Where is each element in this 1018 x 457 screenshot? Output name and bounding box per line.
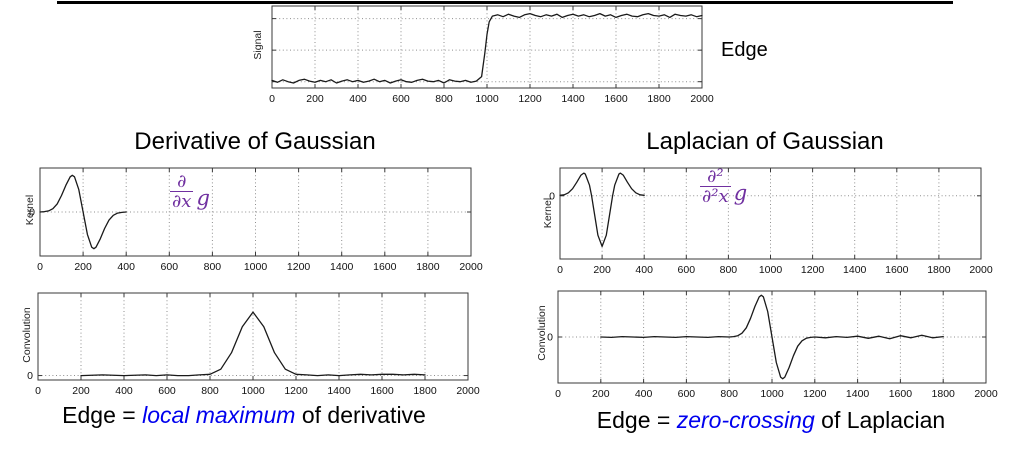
- log-caption: Edge = zero-crossing of Laplacian: [553, 407, 989, 434]
- svg-text:600: 600: [158, 385, 176, 397]
- svg-text:2000: 2000: [969, 264, 993, 276]
- signal-plot: 0 200 400 600 800 1000 1200 1400 1600 1800 2000: [250, 1, 728, 109]
- svg-text:600: 600: [678, 264, 696, 276]
- svg-text:1800: 1800: [927, 264, 951, 276]
- caption-prefix: Edge =: [596, 407, 677, 433]
- svg-text:400: 400: [349, 93, 367, 105]
- top-divider-rule: [57, 1, 953, 4]
- svg-text:1000: 1000: [241, 385, 265, 397]
- formula-g: g: [196, 185, 210, 210]
- caption-suffix: of Laplacian: [814, 407, 946, 433]
- svg-text:600: 600: [392, 93, 410, 105]
- svg-text:0: 0: [35, 385, 41, 397]
- kernel_log-svg: 0 200 400 600 800 1000 1200 1400 1600 1800 2000 0: [549, 167, 993, 276]
- svg-text:1000: 1000: [244, 261, 268, 273]
- kernel_dog-svg: 0 200 400 600 800 1000 1200 1400 1600 1800 2000 0: [29, 167, 483, 273]
- svg-text:1600: 1600: [370, 385, 394, 397]
- svg-text:0: 0: [37, 261, 43, 273]
- edge-side-label: Edge: [721, 39, 768, 61]
- caption-highlight: zero-crossing: [676, 407, 815, 433]
- svg-text:400: 400: [635, 264, 653, 276]
- svg-text:600: 600: [678, 388, 696, 400]
- svg-text:0: 0: [557, 264, 563, 276]
- svg-text:0: 0: [549, 190, 555, 202]
- formula-numerator: ∂²: [707, 166, 724, 187]
- caption-prefix: Edge =: [62, 402, 143, 428]
- svg-text:0: 0: [27, 370, 33, 382]
- svg-text:2000: 2000: [459, 261, 483, 273]
- formula-g: g: [733, 180, 748, 205]
- title-derivative-of-gaussian: Derivative of Gaussian: [134, 128, 376, 155]
- caption-highlight: local maximum: [142, 402, 296, 428]
- svg-text:400: 400: [635, 388, 653, 400]
- svg-text:200: 200: [306, 93, 324, 105]
- dog-formula: ∂ ∂x g: [170, 172, 210, 212]
- dog-convolution-plot: 0 200 400 600 800 1000 1200 1400 1600 1800 2000 0: [16, 288, 494, 401]
- conv_dog-svg: 0 200 400 600 800 1000 1200 1400 1600 1800 2000 0: [27, 292, 480, 397]
- svg-text:1800: 1800: [932, 388, 956, 400]
- svg-text:1800: 1800: [413, 385, 437, 397]
- formula-denominator: ∂²x: [700, 186, 731, 208]
- svg-text:1000: 1000: [475, 93, 499, 105]
- svg-text:0: 0: [269, 93, 275, 105]
- log-kernel-plot: 0 200 400 600 800 1000 1200 1400 1600 1800 2000 0: [538, 163, 1007, 280]
- svg-text:1800: 1800: [416, 261, 440, 273]
- svg-text:0: 0: [547, 332, 553, 344]
- svg-text:200: 200: [72, 385, 90, 397]
- svg-text:1400: 1400: [561, 93, 585, 105]
- svg-text:1400: 1400: [327, 385, 351, 397]
- svg-text:200: 200: [74, 261, 92, 273]
- svg-text:800: 800: [720, 264, 738, 276]
- svg-text:1200: 1200: [287, 261, 311, 273]
- svg-text:1000: 1000: [759, 264, 783, 276]
- svg-text:1400: 1400: [846, 388, 870, 400]
- svg-text:0: 0: [555, 388, 561, 400]
- svg-text:2000: 2000: [974, 388, 998, 400]
- svg-text:600: 600: [161, 261, 179, 273]
- svg-text:1800: 1800: [647, 93, 671, 105]
- svg-text:800: 800: [204, 261, 222, 273]
- svg-text:1600: 1600: [373, 261, 397, 273]
- svg-text:1400: 1400: [330, 261, 354, 273]
- svg-text:1400: 1400: [843, 264, 867, 276]
- svg-text:400: 400: [115, 385, 133, 397]
- svg-text:800: 800: [720, 388, 738, 400]
- signal-svg: 0 200 400 600 800 1000 1200 1400 1600 1800 2000: [269, 5, 714, 105]
- svg-text:1200: 1200: [284, 385, 308, 397]
- dog-kernel-plot: 0 200 400 600 800 1000 1200 1400 1600 1800 2000 0: [18, 163, 497, 277]
- dog-caption: Edge = local maximum of derivative: [28, 402, 460, 429]
- svg-text:0: 0: [29, 207, 35, 219]
- svg-text:1600: 1600: [885, 264, 909, 276]
- svg-text:2000: 2000: [456, 385, 480, 397]
- svg-text:400: 400: [117, 261, 135, 273]
- svg-text:1200: 1200: [801, 264, 825, 276]
- svg-text:1600: 1600: [889, 388, 913, 400]
- svg-text:1000: 1000: [760, 388, 784, 400]
- dog-formula-fraction: ∂ ∂x: [170, 171, 194, 213]
- log-formula: ∂² ∂²x g: [700, 167, 747, 207]
- svg-text:1200: 1200: [518, 93, 542, 105]
- conv_log-svg: 0 200 400 600 800 1000 1200 1400 1600 1800 2000 0: [547, 290, 998, 400]
- svg-text:1200: 1200: [803, 388, 827, 400]
- svg-text:2000: 2000: [690, 93, 714, 105]
- svg-text:200: 200: [592, 388, 610, 400]
- title-laplacian-of-gaussian: Laplacian of Gaussian: [646, 128, 884, 155]
- log-formula-fraction: ∂² ∂²x: [700, 167, 731, 207]
- svg-text:200: 200: [593, 264, 611, 276]
- formula-denominator: ∂x: [170, 191, 194, 213]
- svg-text:1600: 1600: [604, 93, 628, 105]
- formula-numerator: ∂: [177, 171, 187, 192]
- svg-text:800: 800: [435, 93, 453, 105]
- caption-suffix: of derivative: [295, 402, 426, 428]
- log-convolution-plot: 0 200 400 600 800 1000 1200 1400 1600 1800 2000 0: [536, 286, 1012, 404]
- svg-text:800: 800: [201, 385, 219, 397]
